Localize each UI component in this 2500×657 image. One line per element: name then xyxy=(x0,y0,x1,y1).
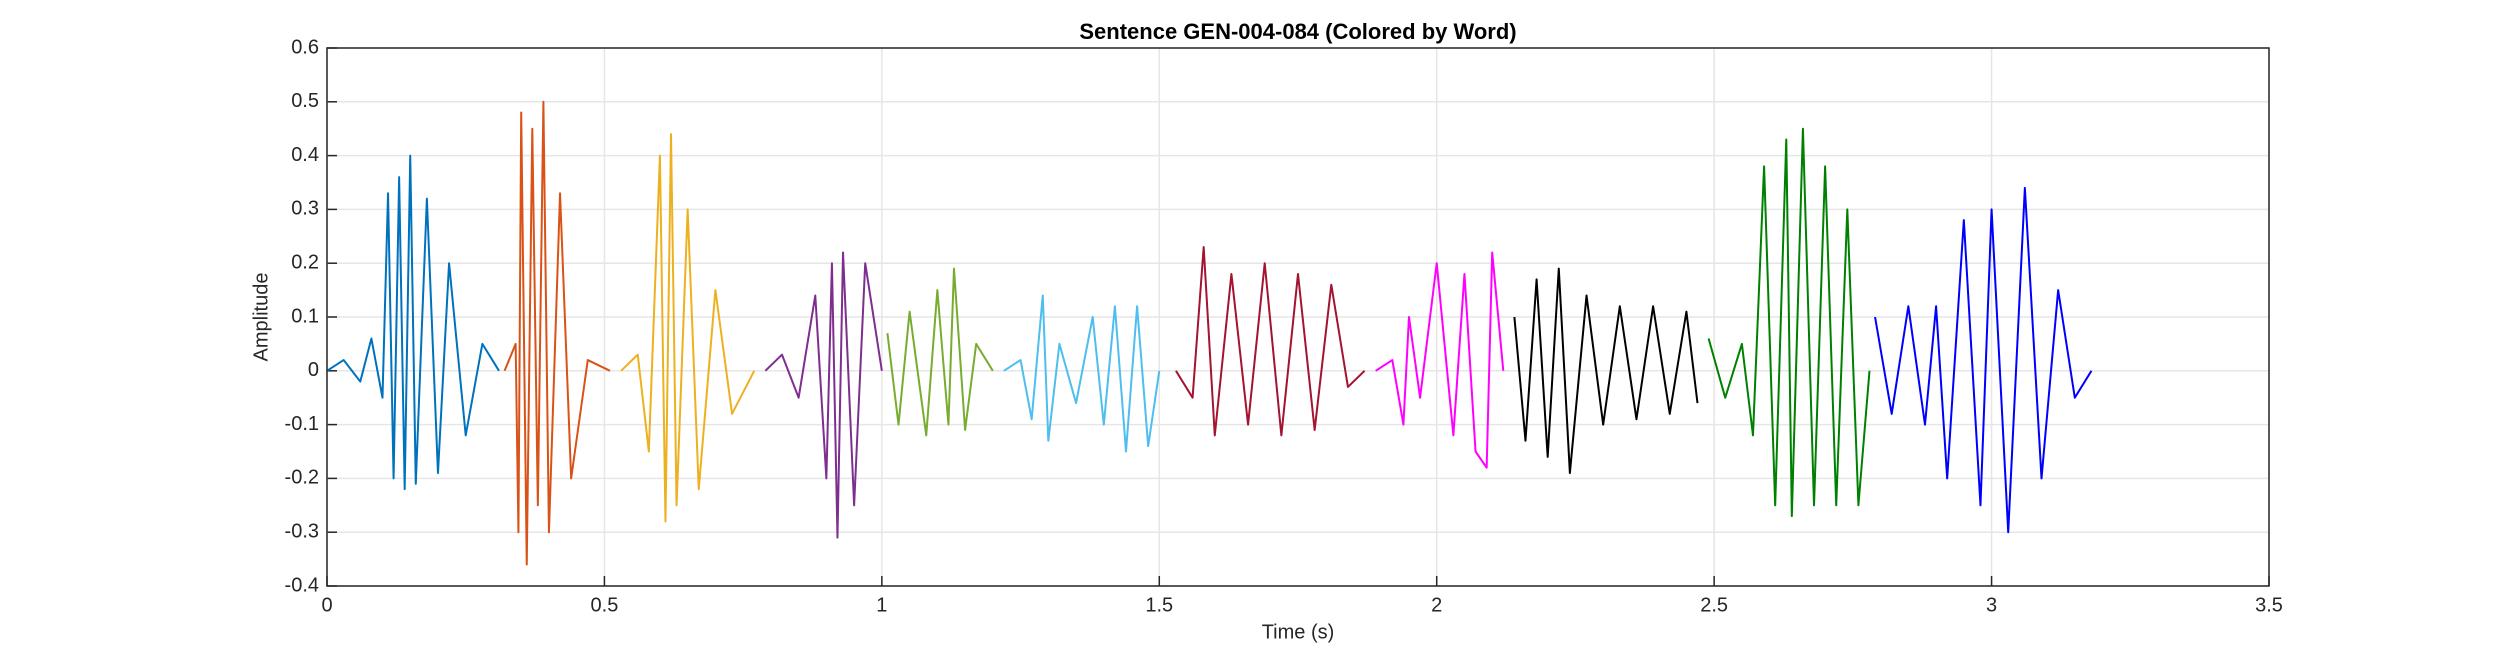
y-tick-label: -0.2 xyxy=(285,467,319,489)
x-tick-label: 3 xyxy=(1986,594,1997,616)
y-tick-label: 0.6 xyxy=(291,36,319,58)
waveform xyxy=(503,100,611,566)
y-axis-label: Amplitude xyxy=(250,273,272,362)
y-tick-label: 0.3 xyxy=(291,198,319,220)
waveform xyxy=(1874,186,2093,534)
waveform xyxy=(1003,294,1161,453)
chart-title: Sentence GEN-004-084 (Colored by Word) xyxy=(1079,19,1516,44)
y-tick-label: -0.1 xyxy=(285,413,319,435)
x-tick-label: 0 xyxy=(321,594,332,616)
y-tick-label: 0.4 xyxy=(291,144,319,166)
x-tick-label: 2 xyxy=(1431,594,1442,616)
y-tick-label: -0.4 xyxy=(285,574,319,596)
waveform xyxy=(1513,267,1699,475)
x-tick-label: 1.5 xyxy=(1145,594,1173,616)
waveform xyxy=(1707,127,1871,518)
x-tick-label: 3.5 xyxy=(2255,594,2283,616)
x-tick-label: 2.5 xyxy=(1700,594,1728,616)
y-tick-label: -0.3 xyxy=(285,520,319,542)
waveform xyxy=(764,251,883,539)
y-tick-label: 0.1 xyxy=(291,305,319,327)
waveform xyxy=(620,133,756,523)
waveform xyxy=(326,154,500,491)
waveform xyxy=(1375,251,1505,469)
waveform xyxy=(1175,246,1366,437)
y-tick-label: 0 xyxy=(308,359,319,381)
y-tick-label: 0.5 xyxy=(291,90,319,112)
x-tick-label: 1 xyxy=(876,594,887,616)
x-tick-label: 0.5 xyxy=(591,594,619,616)
x-axis-label: Time (s) xyxy=(1262,621,1335,643)
y-tick-label: 0.2 xyxy=(291,251,319,273)
waveform xyxy=(886,267,994,437)
plot-frame xyxy=(326,47,2270,587)
